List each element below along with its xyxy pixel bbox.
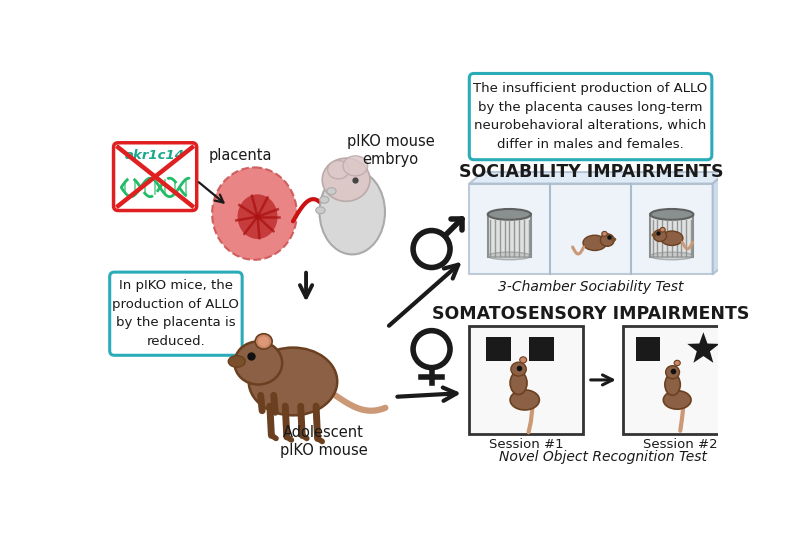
Ellipse shape xyxy=(316,207,325,214)
Text: SOMATOSENSORY IMPAIRMENTS: SOMATOSENSORY IMPAIRMENTS xyxy=(432,305,750,323)
Text: placenta: placenta xyxy=(209,149,272,163)
Ellipse shape xyxy=(255,334,272,349)
FancyBboxPatch shape xyxy=(114,143,197,210)
Ellipse shape xyxy=(212,167,297,260)
FancyBboxPatch shape xyxy=(110,272,242,355)
Ellipse shape xyxy=(660,227,666,232)
Ellipse shape xyxy=(654,230,666,242)
Ellipse shape xyxy=(228,356,246,367)
Ellipse shape xyxy=(511,362,526,376)
FancyBboxPatch shape xyxy=(470,326,583,434)
Ellipse shape xyxy=(663,391,691,409)
Ellipse shape xyxy=(661,231,683,246)
Polygon shape xyxy=(713,172,726,275)
Ellipse shape xyxy=(510,372,527,395)
Ellipse shape xyxy=(328,161,349,179)
FancyBboxPatch shape xyxy=(470,184,713,275)
FancyBboxPatch shape xyxy=(623,326,738,434)
Text: Novel Object Recognition Test: Novel Object Recognition Test xyxy=(499,450,707,464)
Text: pIKO mouse
embryo: pIKO mouse embryo xyxy=(347,134,434,167)
Ellipse shape xyxy=(258,336,269,346)
Bar xyxy=(650,214,694,256)
Ellipse shape xyxy=(488,252,531,260)
Ellipse shape xyxy=(322,158,370,201)
Ellipse shape xyxy=(674,360,680,366)
Ellipse shape xyxy=(249,347,338,415)
Ellipse shape xyxy=(343,156,368,176)
Text: akr1c14: akr1c14 xyxy=(125,150,185,162)
Bar xyxy=(636,337,660,362)
FancyBboxPatch shape xyxy=(470,73,712,159)
Ellipse shape xyxy=(488,209,531,220)
Ellipse shape xyxy=(238,195,278,239)
Ellipse shape xyxy=(666,366,679,379)
Text: In pIKO mice, the
production of ALLO
by the placenta is
reduced.: In pIKO mice, the production of ALLO by … xyxy=(113,279,239,348)
Ellipse shape xyxy=(520,357,526,363)
Text: Session #2: Session #2 xyxy=(643,438,718,451)
Bar xyxy=(488,214,531,256)
Ellipse shape xyxy=(319,170,385,254)
Ellipse shape xyxy=(510,390,539,410)
Ellipse shape xyxy=(320,196,329,203)
Ellipse shape xyxy=(651,233,657,237)
Text: The insufficient production of ALLO
by the placenta causes long-term
neurobehavi: The insufficient production of ALLO by t… xyxy=(473,82,707,151)
Text: SOCIABILITY IMPAIRMENTS: SOCIABILITY IMPAIRMENTS xyxy=(458,163,723,181)
Ellipse shape xyxy=(650,252,694,260)
Ellipse shape xyxy=(583,235,606,250)
Polygon shape xyxy=(470,172,726,184)
Ellipse shape xyxy=(600,234,614,246)
Polygon shape xyxy=(687,332,719,363)
Ellipse shape xyxy=(327,187,336,195)
Text: Session #1: Session #1 xyxy=(489,438,563,451)
Ellipse shape xyxy=(650,209,694,220)
Ellipse shape xyxy=(602,231,607,236)
Text: Adolescent
pIKO mouse: Adolescent pIKO mouse xyxy=(280,425,368,458)
Bar xyxy=(530,337,554,362)
Text: 3-Chamber Sociability Test: 3-Chamber Sociability Test xyxy=(498,279,684,294)
Bar xyxy=(486,337,511,362)
Ellipse shape xyxy=(234,341,282,385)
Ellipse shape xyxy=(610,237,616,242)
Ellipse shape xyxy=(665,374,680,395)
